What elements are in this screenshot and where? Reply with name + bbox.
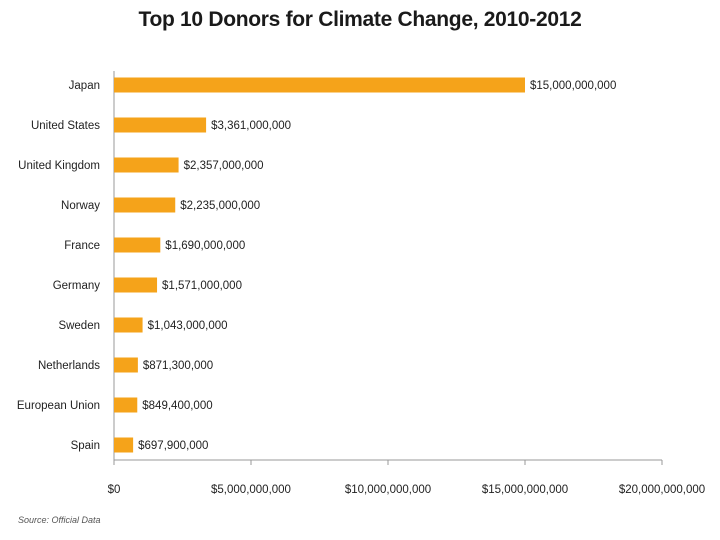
value-label: $697,900,000 [138,440,208,452]
category-label: European Union [17,400,100,412]
category-label: United Kingdom [18,160,100,172]
bar [114,197,176,213]
bar [114,317,143,333]
category-label: Germany [53,280,101,292]
value-label: $871,300,000 [143,360,213,372]
bar [114,437,134,453]
source-note: Source: Official Data [18,515,101,525]
category-label: Sweden [58,320,100,332]
chart-title: Top 10 Donors for Climate Change, 2010-2… [138,8,582,31]
bar [114,117,207,133]
x-tick-label: $20,000,000,000 [619,484,705,496]
category-label: United States [31,120,100,132]
x-tick-label: $5,000,000,000 [211,484,291,496]
bar [114,397,138,413]
category-label: Netherlands [38,360,100,372]
value-label: $2,235,000,000 [180,200,260,212]
value-label: $3,361,000,000 [211,120,291,132]
x-tick-label: $15,000,000,000 [482,484,568,496]
bar [114,277,158,293]
x-tick-label: $0 [108,484,121,496]
value-label: $15,000,000,000 [530,80,616,92]
category-label: France [64,240,100,252]
bar [114,157,179,173]
value-label: $849,400,000 [142,400,212,412]
value-label: $1,043,000,000 [148,320,228,332]
bar [114,357,138,373]
bar [114,237,161,253]
value-label: $2,357,000,000 [184,160,264,172]
value-label: $1,690,000,000 [165,240,245,252]
category-label: Japan [69,80,100,92]
category-label: Spain [71,440,100,452]
category-label: Norway [61,200,100,212]
bar [114,77,525,93]
value-label: $1,571,000,000 [162,280,242,292]
x-tick-label: $10,000,000,000 [345,484,431,496]
